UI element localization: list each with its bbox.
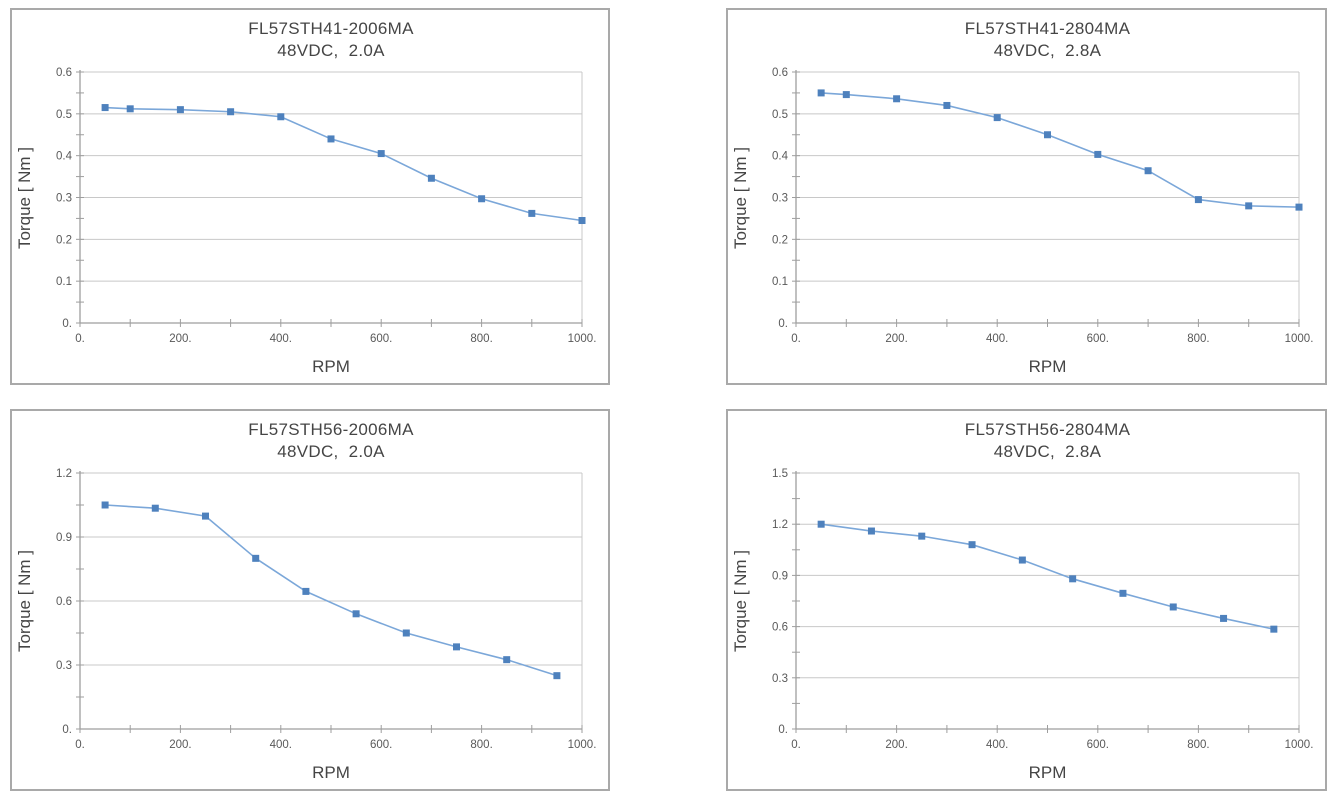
svg-text:0.: 0. [778,318,788,330]
svg-text:200.: 200. [169,739,191,751]
torque-curve-plot: 0. 0.3 0.6 0.9 1.2 0. 200. 400. 600. 800. 1000. [56,468,597,751]
svg-text:800.: 800. [470,333,492,345]
svg-text:0.6: 0.6 [772,622,788,634]
svg-text:200.: 200. [885,333,907,345]
x-axis-title: RPM [312,357,350,376]
svg-text:600.: 600. [370,739,392,751]
svg-text:0.9: 0.9 [56,532,72,544]
x-axis-title: RPM [312,763,350,782]
svg-text:600.: 600. [1087,739,1109,751]
chart-subtitle: 48VDC, 2.0A [277,442,385,461]
y-axis-title: Torque [ Nm ] [15,549,34,653]
svg-text:1000.: 1000. [568,739,597,751]
svg-text:0.4: 0.4 [772,151,789,163]
torque-curve-plot: 0. 0.1 0.2 0.3 0.4 0.5 0.6 0. 200. 400. 600. 800. 10… [772,67,1314,345]
y-axis-title: Torque [ Nm ] [15,146,34,249]
chart-title: FL57STH56-2006MA [248,420,414,439]
torque-curve-plot: 0. 0.1 0.2 0.3 0.4 0.5 0.6 0. 200. 400. 600. 800. 10… [56,67,597,345]
svg-text:600.: 600. [1087,333,1109,345]
x-axis-title: RPM [1028,763,1067,782]
svg-text:0.5: 0.5 [56,109,72,121]
svg-text:0.6: 0.6 [772,67,788,79]
svg-text:800.: 800. [1187,739,1209,751]
chart-panel-fl57sth56-2804ma: FL57STH56-2804MA 48VDC, 2.8A Torque [ Nm… [726,409,1327,791]
svg-text:0.: 0. [62,318,72,330]
svg-text:0.3: 0.3 [56,193,72,205]
svg-text:0.2: 0.2 [56,234,72,246]
svg-text:0.1: 0.1 [772,276,788,288]
svg-text:1000.: 1000. [1285,739,1314,751]
chart-title: FL57STH41-2006MA [248,19,414,38]
chart-panel-fl57sth56-2006ma: FL57STH56-2006MA 48VDC, 2.0A Torque [ Nm… [10,409,610,791]
svg-text:200.: 200. [169,333,191,345]
x-axis-title: RPM [1028,357,1067,376]
svg-text:0.6: 0.6 [56,67,72,79]
svg-text:0.: 0. [75,333,85,345]
svg-text:1.2: 1.2 [772,519,788,531]
svg-text:0.3: 0.3 [56,660,72,672]
svg-text:400.: 400. [986,739,1008,751]
chart-panel-fl57sth41-2006ma: FL57STH41-2006MA 48VDC, 2.0A Torque [ Nm… [10,8,610,385]
svg-text:400.: 400. [270,739,292,751]
chart-title: FL57STH41-2804MA [964,19,1131,38]
svg-text:1000.: 1000. [568,333,597,345]
torque-curve-plot: 0. 0.3 0.6 0.9 1.2 1.5 0. 200. 400. 600. 800. 1000. [772,468,1314,751]
svg-text:400.: 400. [986,333,1008,345]
chart-subtitle: 48VDC, 2.0A [277,41,385,60]
svg-text:1.5: 1.5 [772,468,788,480]
svg-text:600.: 600. [370,333,392,345]
svg-text:0.: 0. [778,724,788,736]
svg-text:0.2: 0.2 [772,234,788,246]
svg-text:0.: 0. [62,724,72,736]
y-axis-title: Torque [ Nm ] [731,146,750,249]
svg-text:200.: 200. [885,739,907,751]
svg-text:0.3: 0.3 [772,193,788,205]
chart-panel-fl57sth41-2804ma: FL57STH41-2804MA 48VDC, 2.8A Torque [ Nm… [726,8,1327,385]
chart-subtitle: 48VDC, 2.8A [993,442,1102,461]
chart-title: FL57STH56-2804MA [964,420,1131,439]
svg-text:0.3: 0.3 [772,673,788,685]
svg-text:800.: 800. [470,739,492,751]
svg-text:0.: 0. [791,333,801,345]
svg-text:0.: 0. [75,739,85,751]
svg-text:800.: 800. [1187,333,1209,345]
svg-text:1000.: 1000. [1285,333,1314,345]
svg-text:0.6: 0.6 [56,596,72,608]
svg-text:0.5: 0.5 [772,109,788,121]
svg-text:400.: 400. [270,333,292,345]
svg-text:0.4: 0.4 [56,151,73,163]
y-axis-title: Torque [ Nm ] [731,549,750,653]
svg-text:0.: 0. [791,739,801,751]
chart-subtitle: 48VDC, 2.8A [993,41,1102,60]
svg-text:0.1: 0.1 [56,276,72,288]
svg-text:1.2: 1.2 [56,468,72,480]
svg-text:0.9: 0.9 [772,570,788,582]
